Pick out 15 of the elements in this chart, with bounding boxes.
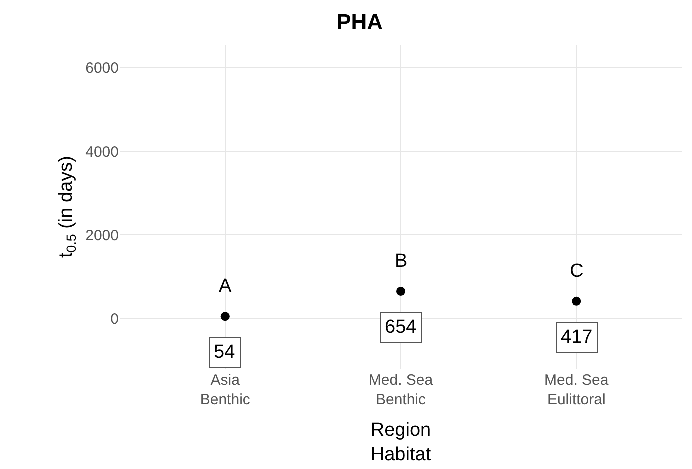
y-tick-label: 4000 [86, 144, 119, 161]
data-label: 417 [561, 327, 593, 348]
x-tick-label: Asia Benthic [200, 372, 251, 408]
y-tick-label: 6000 [86, 60, 119, 78]
data-label: 54 [214, 342, 236, 363]
y-tick-label: 2000 [86, 227, 119, 244]
x-tick-label: Med. Sea Eulittoral [544, 372, 610, 408]
annotation: B [395, 251, 408, 272]
data-label: 654 [385, 317, 418, 338]
y-tick-label: 0 [110, 311, 119, 328]
x-axis-title: Region Habitat [370, 420, 432, 466]
x-tick-label: Med. Sea Benthic [368, 372, 434, 408]
annotation: A [219, 276, 232, 297]
chart-title: PHA [336, 9, 384, 34]
annotation: C [570, 261, 584, 282]
